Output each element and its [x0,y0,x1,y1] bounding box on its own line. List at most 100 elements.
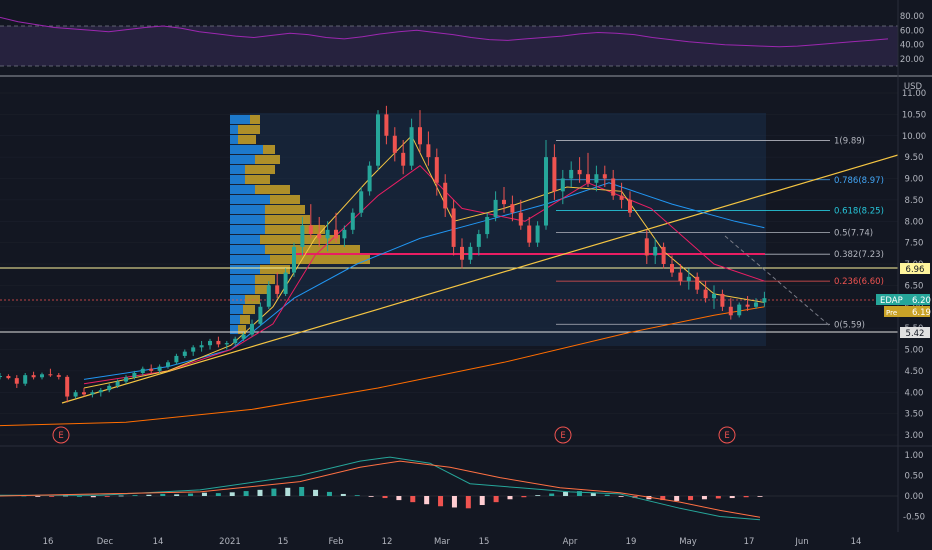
macd-hist-bar [63,495,69,497]
candle-body [132,373,137,378]
candle-body [300,225,305,247]
volume-profile-bar-gold [260,265,290,274]
candle-body [73,392,78,397]
candle-body [544,157,548,226]
candle-body [518,212,523,226]
volume-profile-bar-gold [245,165,275,174]
macd-hist-bar [618,496,624,497]
candle-body [199,345,204,348]
volume-profile-bar-gold [270,255,370,264]
price-tick-label: 6.50 [905,281,924,291]
macd-hist-bar [132,495,138,496]
macd-hist-bar [368,496,374,497]
candle-body [191,347,196,352]
macd-hist-bar [104,496,110,497]
time-tick-label: Feb [328,537,343,547]
earnings-marker[interactable] [52,426,70,444]
candle-body [308,225,313,235]
level-top-value: 6.96 [906,265,925,275]
candle-body [367,165,372,192]
pre-market-label: Pre [886,309,897,317]
candle-body [661,246,666,264]
volume-profile-bar-gold [263,145,275,154]
time-tick-label: 15 [479,537,490,547]
projection-line [724,235,831,327]
volume-profile-bar [230,285,255,294]
volume-profile-bar [230,235,260,244]
macd-hist-bar [576,491,582,496]
time-tick-label: 15 [278,537,289,547]
candle-body [560,178,565,192]
macd-tick-label: 1.00 [905,451,924,461]
volume-profile-bar [230,295,245,304]
fib-level-label: 0.236(6.60) [834,277,884,287]
ema-fast-line [83,134,765,389]
candle-body [14,378,19,384]
volume-profile-bar [230,175,245,184]
candle-body [754,302,758,307]
volume-profile-bar [230,185,255,194]
candle-body [653,246,658,256]
macd-hist-bar [160,493,166,496]
volume-profile-bar [230,115,250,124]
candle-body [460,246,464,260]
candle-body [82,392,86,395]
candle-body [476,234,481,247]
macd-tick-label: 0.50 [905,472,924,482]
price-badges: 6.96 EDAP 6.20 Pre 6.19 5.42 [876,263,931,339]
volume-profile-bar [230,195,270,204]
candle-body [628,199,632,213]
volume-profile-bar [230,155,255,164]
candle-body [174,355,179,363]
candle-body [325,229,330,239]
candle-body [644,238,649,256]
volume-profile-bar-gold [265,215,310,224]
volume-profile-bar [230,275,255,284]
candle-body [149,368,154,371]
earnings-marker[interactable] [718,426,736,444]
candle-body [157,366,162,371]
level-bottom-badge [900,327,930,338]
candle-body [384,114,389,136]
candle-body [569,169,574,179]
candle-body [166,362,170,367]
time-tick-label: Apr [563,537,578,547]
earnings-marker[interactable] [554,426,572,444]
ema-mid-line [83,165,765,385]
volume-profile-bar [230,305,243,314]
rsi-series-line [0,16,889,48]
volume-profile-bar [230,225,265,234]
candle-body [216,340,221,345]
volume-profile-bar-gold [260,235,340,244]
macd-hist-bar [521,496,527,498]
sma-long-line [0,306,765,427]
macd-signal-line [0,460,761,518]
candle-body [720,293,725,307]
candle-body [0,376,2,378]
candle-body [124,377,128,382]
price-tick-label: 8.50 [905,196,924,206]
volume-profile-bar-gold [250,115,260,124]
candle-body [712,293,716,299]
candle-body [31,375,36,378]
volume-profile-bar-gold [265,205,305,214]
macd-hist-bar [479,496,485,506]
candle-body [686,276,691,282]
macd-hist-bar [201,492,207,496]
candle-body [182,351,187,356]
macd-hist-bar [271,488,277,496]
price-tick-label: 10.00 [902,132,926,142]
candle-body [275,285,280,294]
macd-pane[interactable]: 1.00 0.50 0.00 -0.50 [0,451,925,523]
candle-body [594,174,599,183]
macd-line [0,456,761,521]
volume-profile-bar-gold [245,175,270,184]
macd-hist-bar [146,494,152,496]
candle-body [678,272,683,282]
earnings-marker-label: E [58,431,63,441]
macd-hist-bar [743,496,749,498]
rsi-tick-label: 40.00 [900,41,924,51]
candle-body [98,390,103,393]
rsi-pane[interactable]: 80.00 60.00 40.00 20.00 [0,12,924,67]
